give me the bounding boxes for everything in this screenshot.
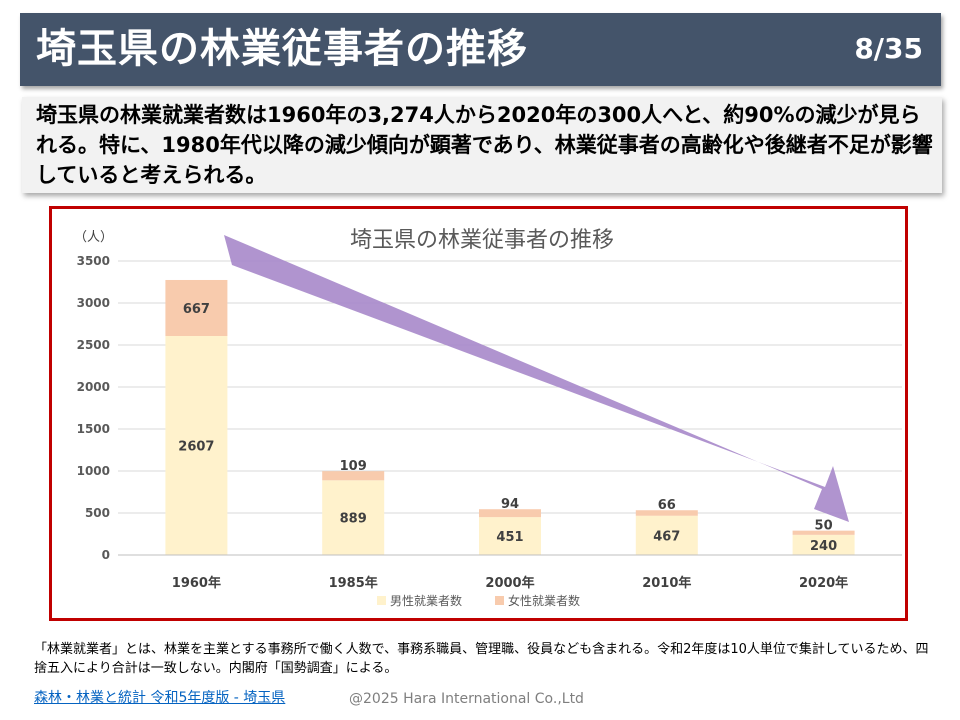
- bar-female-3: [635, 510, 698, 516]
- legend-swatch-male: [377, 596, 386, 605]
- y-axis-label: （人）: [74, 230, 113, 245]
- page-number: 8/35: [854, 32, 923, 65]
- summary-text: 埼玉県の林業就業者数は1960年の3,274人から2020年の300人へと、約9…: [36, 103, 933, 187]
- y-tick-label: 1000: [77, 464, 110, 478]
- y-tick-label: 500: [85, 506, 110, 520]
- data-label-male: 889: [340, 512, 367, 527]
- x-tick-label: 1985年: [329, 575, 378, 591]
- bar-male-1: [322, 480, 385, 555]
- summary-box: 埼玉県の林業就業者数は1960年の3,274人から2020年の300人へと、約9…: [22, 97, 942, 193]
- title-bar: 埼玉県の林業従事者の推移 8/35: [20, 13, 941, 86]
- x-tick-label: 2000年: [485, 575, 534, 591]
- y-tick-label: 1500: [77, 422, 110, 436]
- legend-label-male: 男性就業者数: [390, 593, 462, 608]
- data-label-male: 240: [810, 539, 837, 554]
- data-label-male: 2607: [178, 440, 214, 455]
- data-label-female: 50: [815, 519, 833, 534]
- legend-swatch-female: [495, 596, 504, 605]
- bar-male-4: [792, 534, 855, 555]
- slide-title: 埼玉県の林業従事者の推移: [36, 26, 528, 72]
- copyright: @2025 Hara International Co.,Ltd: [349, 691, 584, 707]
- source-link[interactable]: 森林・林業と統計 令和5年度版 - 埼玉県: [34, 690, 286, 706]
- bar-male-3: [635, 515, 698, 555]
- data-label-female: 66: [658, 498, 676, 513]
- bar-female-4: [792, 530, 855, 535]
- x-tick-label: 2010年: [642, 575, 691, 591]
- legend-label-female: 女性就業者数: [508, 593, 580, 608]
- y-tick-label: 2000: [77, 380, 110, 394]
- data-label-female: 109: [340, 459, 367, 474]
- x-tick-label: 2020年: [799, 575, 848, 591]
- footnote: 「林業就業者」とは、林業を主業とする事務所で働く人数で、事務系職員、管理職、役員…: [34, 642, 929, 676]
- x-tick-label: 1960年: [172, 575, 221, 591]
- bar-male-2: [479, 517, 541, 555]
- data-label-male: 467: [653, 529, 680, 544]
- y-tick-label: 3000: [77, 296, 110, 310]
- bar-female-0: [165, 279, 228, 337]
- data-label-female: 94: [501, 497, 519, 512]
- data-label-female: 667: [183, 302, 210, 317]
- bar-female-2: [479, 509, 541, 518]
- chart-frame: 0 500 1000 1500 2000 2500 3000 3500 （人） 埼玉県の林業従事者…: [49, 206, 908, 621]
- y-tick-label: 0: [102, 548, 110, 562]
- bar-female-1: [322, 471, 385, 481]
- y-tick-label: 2500: [77, 338, 110, 352]
- chart-title: 埼玉県の林業従事者の推移: [350, 228, 614, 253]
- data-label-male: 451: [496, 530, 523, 545]
- stacked-bar-chart: 0 500 1000 1500 2000 2500 3000 3500 （人） 埼玉県の林業従事者…: [74, 228, 902, 608]
- y-tick-label: 3500: [77, 254, 110, 268]
- bar-male-0: [165, 336, 228, 555]
- trend-arrow: [224, 235, 849, 522]
